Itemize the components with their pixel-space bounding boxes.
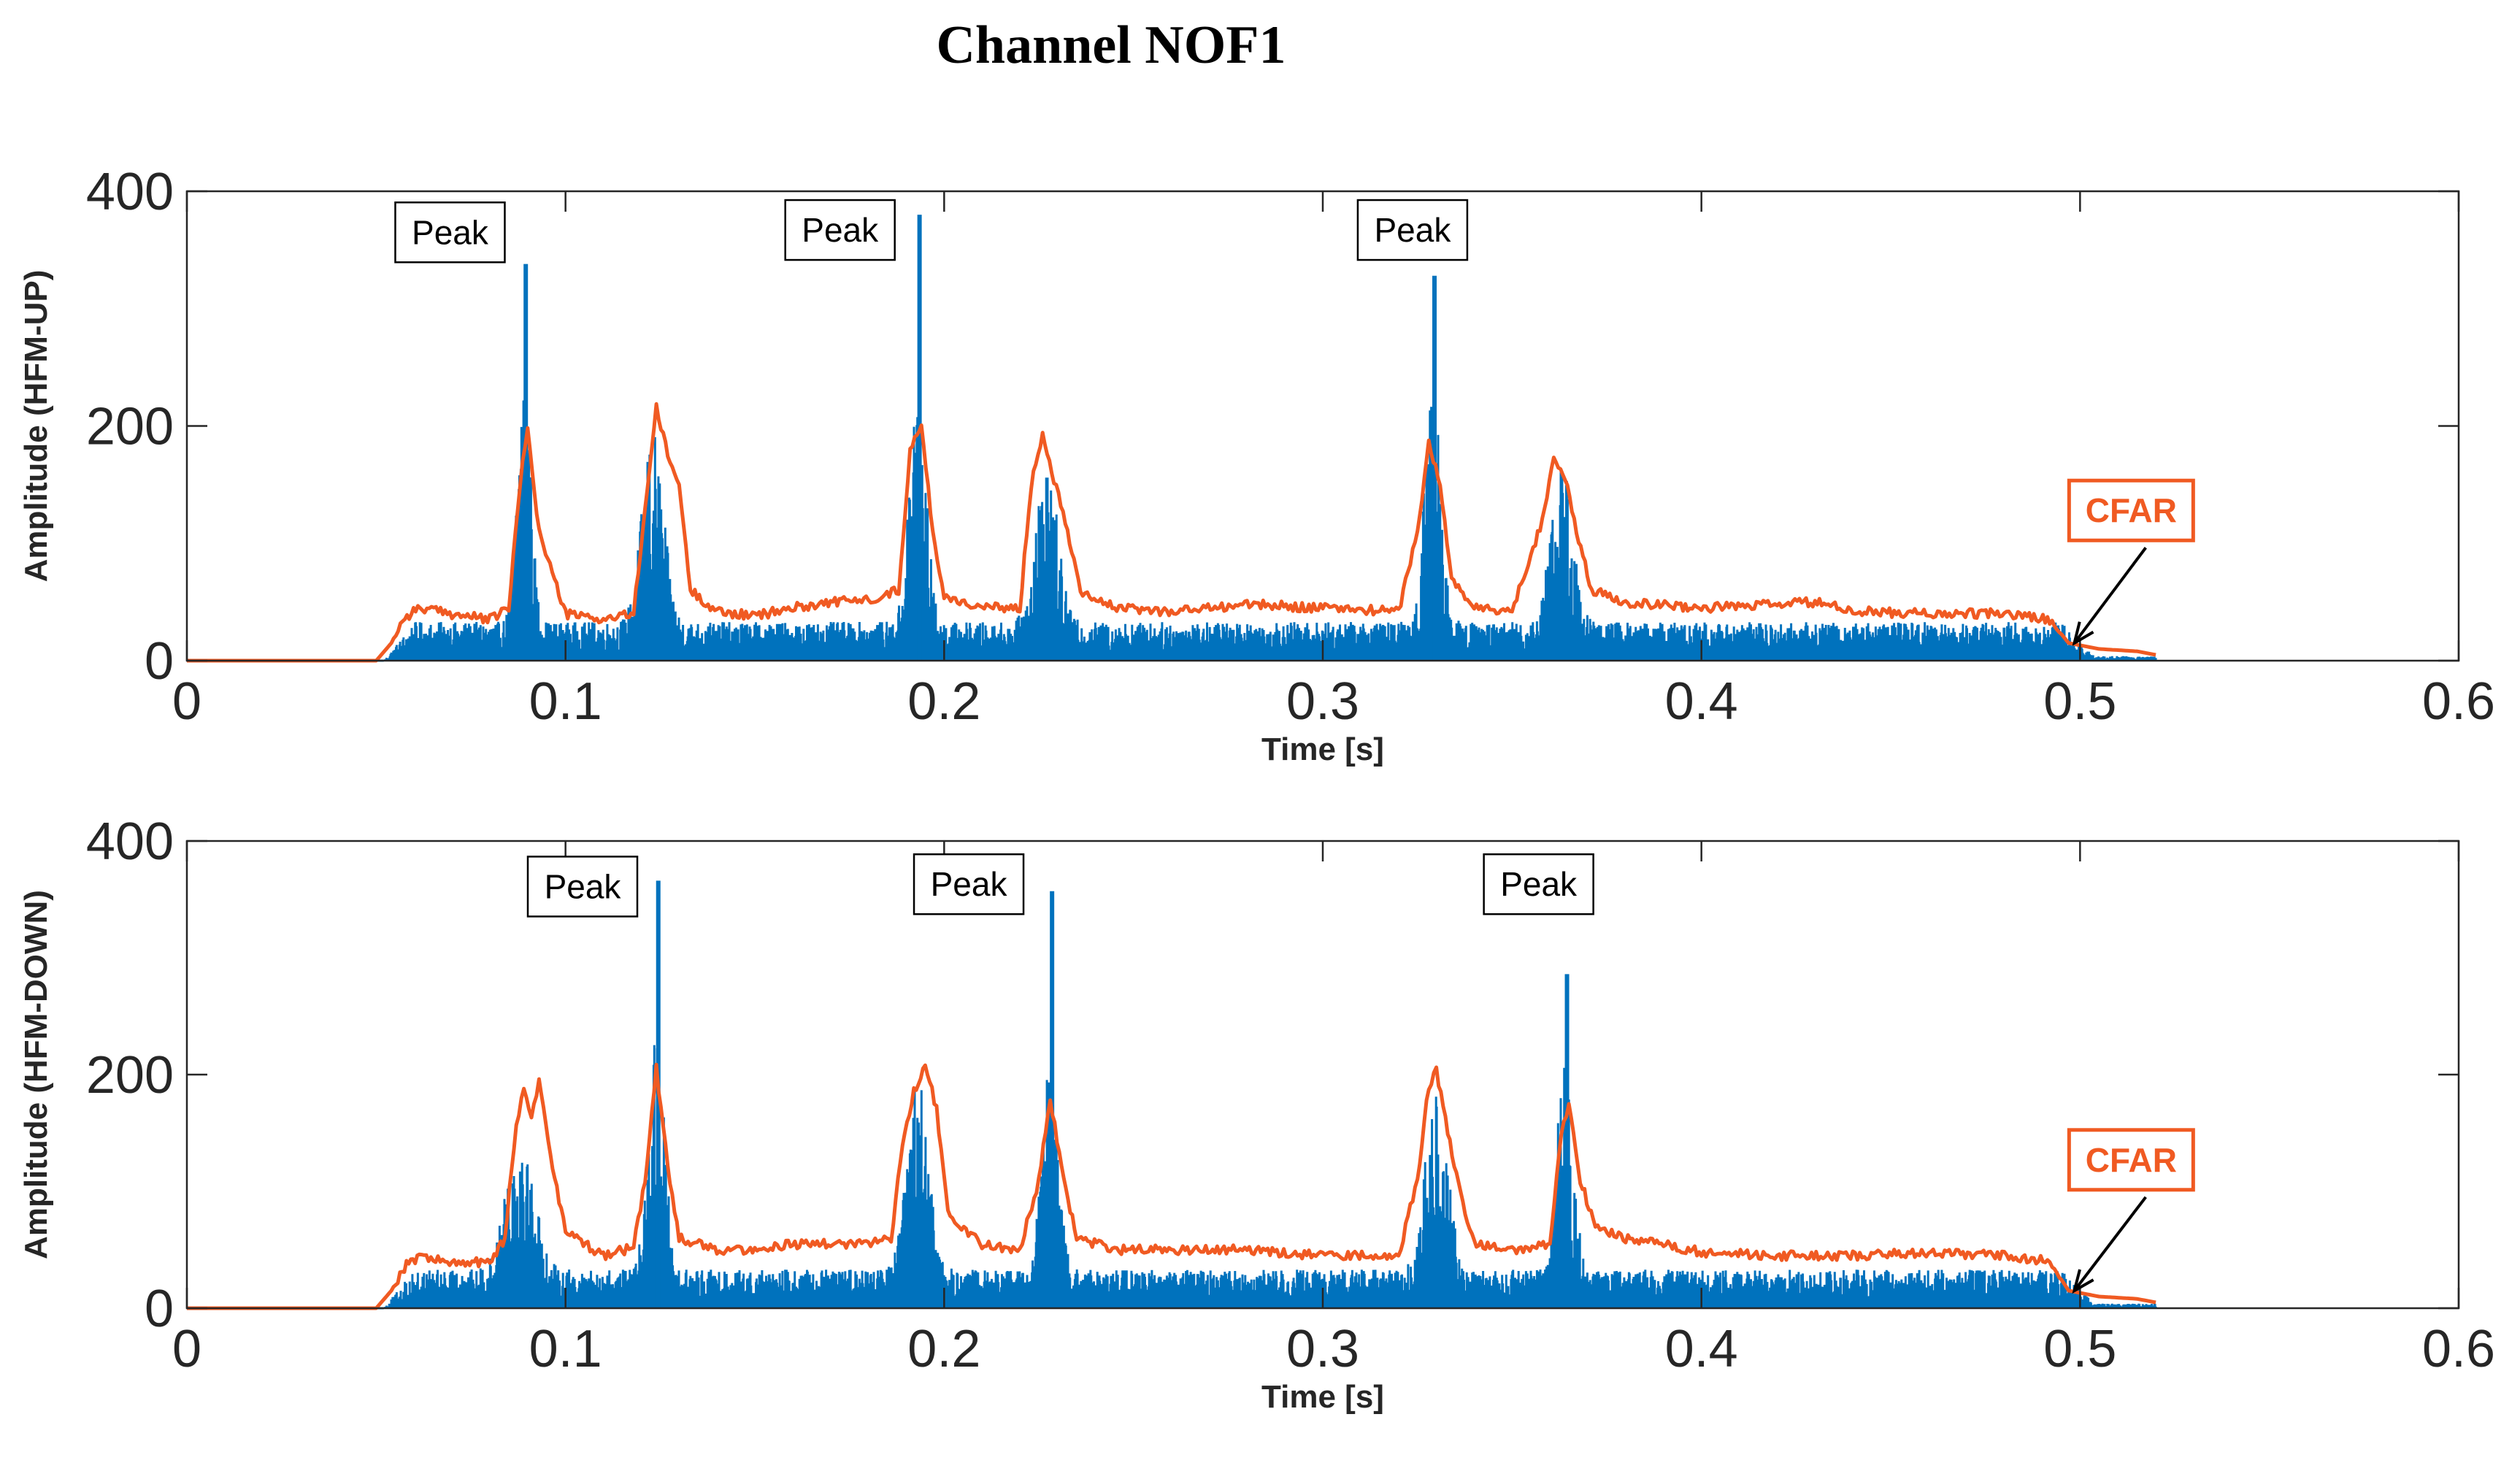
cfar-arrow — [2073, 1196, 2147, 1292]
ticks-hfm-up: 0 0.1 0.2 0.3 0.4 0.5 0.6 0 200 400 — [86, 163, 2495, 731]
x-tick-label: 0.4 — [1665, 1320, 1738, 1378]
y-tick-label: 400 — [86, 163, 174, 221]
annotations-hfm-down: Peak Peak Peak CFAR — [526, 853, 2195, 1294]
x-tick-label: 0.6 — [2422, 1320, 2495, 1378]
cfar-arrowhead — [2072, 1269, 2094, 1294]
y-axis-label: Amplitude (HFM-UP) — [18, 270, 54, 583]
peak-label: Peak — [1374, 211, 1451, 249]
peak-label-box — [1483, 853, 1594, 915]
peak-label: Peak — [802, 211, 879, 249]
x-tick-label: 0.1 — [529, 1320, 602, 1378]
x-tick-label: 0.6 — [2422, 672, 2495, 731]
panel-hfm-down: 0 0.1 0.2 0.3 0.4 0.5 0.6 0 200 400 Time [s] Ampl… — [18, 813, 2495, 1415]
y-axis-label: Amplitude (HFM-DOWN) — [18, 890, 54, 1259]
plot-area-hfm-down — [187, 880, 2157, 1310]
cfar-label-box — [2067, 478, 2195, 542]
x-tick-label: 0 — [172, 672, 201, 731]
y-tick-label: 400 — [86, 813, 174, 871]
annotations-hfm-up: Peak Peak Peak CFAR — [394, 199, 2195, 647]
x-tick-label: 0.5 — [2043, 1320, 2116, 1378]
x-tick-label: 0 — [172, 1320, 201, 1378]
signal-series — [187, 1045, 2157, 1310]
x-tick-label: 0.5 — [2043, 672, 2116, 731]
x-tick-label: 0.2 — [907, 1320, 980, 1378]
ticks-hfm-down: 0 0.1 0.2 0.3 0.4 0.5 0.6 0 200 400 — [86, 813, 2495, 1378]
cfar-label: CFAR — [2086, 491, 2177, 529]
peak-label-box — [784, 199, 896, 261]
plot-area-hfm-up — [187, 215, 2157, 663]
x-axis-label: Time [s] — [1261, 731, 1384, 767]
peak-label: Peak — [931, 865, 1008, 903]
cfar-arrowhead — [2072, 621, 2094, 647]
peak-label: Peak — [412, 213, 489, 251]
y-tick-label: 200 — [86, 398, 174, 456]
cfar-series — [187, 402, 2156, 663]
peak-label-box — [394, 201, 506, 264]
x-tick-label: 0.4 — [1665, 672, 1738, 731]
cfar-arrow — [2073, 547, 2147, 645]
cfar-series — [187, 1062, 2156, 1310]
panel-hfm-up: 0 0.1 0.2 0.3 0.4 0.5 0.6 0 200 400 Time [s] Ampl… — [18, 163, 2495, 767]
x-tick-label: 0.1 — [529, 672, 602, 731]
peak-label-box — [913, 853, 1025, 915]
peak-label-box — [1356, 199, 1469, 261]
peak-label: Peak — [1500, 865, 1578, 903]
x-axis-label: Time [s] — [1261, 1379, 1384, 1415]
cfar-label-box — [2067, 1128, 2195, 1192]
y-tick-label: 0 — [145, 632, 174, 691]
peak-label: Peak — [545, 867, 622, 905]
x-tick-label: 0.3 — [1286, 672, 1359, 731]
x-tick-label: 0.2 — [907, 672, 980, 731]
y-tick-label: 200 — [86, 1046, 174, 1105]
cfar-label: CFAR — [2086, 1141, 2177, 1179]
x-tick-label: 0.3 — [1286, 1320, 1359, 1378]
peak-label-box — [526, 856, 639, 918]
y-tick-label: 0 — [145, 1280, 174, 1338]
chart-title: Channel NOF1 — [936, 15, 1286, 75]
